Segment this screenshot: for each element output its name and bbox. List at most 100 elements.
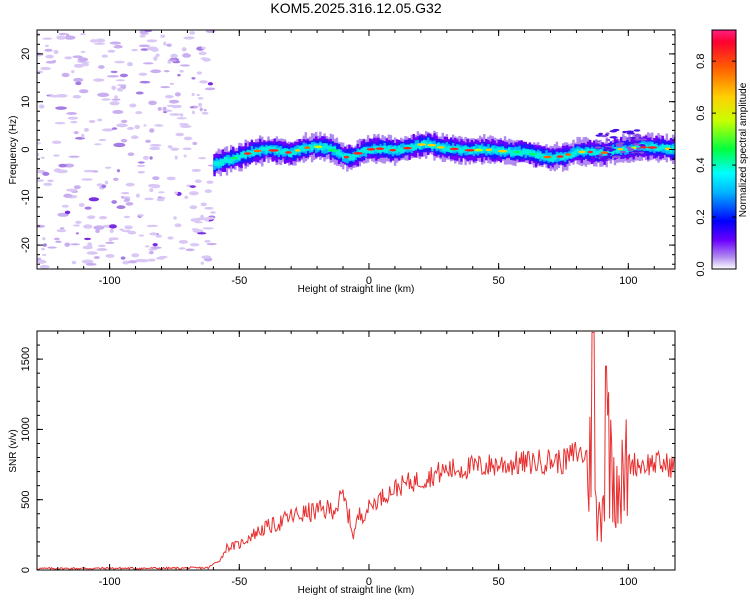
noise-blob bbox=[180, 113, 184, 117]
noise-blob bbox=[56, 169, 68, 174]
noise-blob bbox=[40, 66, 51, 71]
noise-blob bbox=[83, 224, 93, 229]
noise-blob bbox=[79, 89, 89, 94]
noise-blob bbox=[194, 179, 202, 184]
ridge-band bbox=[570, 152, 573, 158]
noise-blob bbox=[189, 106, 194, 109]
noise-blob bbox=[127, 62, 133, 67]
noise-blob bbox=[84, 206, 92, 210]
noise-blob bbox=[115, 79, 126, 82]
noise-blob bbox=[101, 54, 109, 58]
ridge-band bbox=[520, 150, 523, 157]
ridge-scatter bbox=[608, 148, 617, 151]
noise-blob bbox=[88, 119, 96, 123]
noise-blob bbox=[53, 154, 60, 157]
ridge-band bbox=[460, 148, 463, 154]
noise-blob bbox=[110, 70, 118, 74]
noise-blob bbox=[191, 168, 201, 172]
ridge-band bbox=[599, 148, 602, 156]
noise-blob bbox=[119, 228, 125, 231]
noise-blob bbox=[137, 170, 145, 174]
ridge-band bbox=[371, 148, 374, 154]
ridge-band bbox=[553, 154, 557, 161]
ridge-band bbox=[671, 145, 675, 151]
ridge-band bbox=[607, 150, 610, 156]
y-tick-label: -20 bbox=[20, 237, 32, 253]
noise-blob bbox=[111, 85, 117, 91]
noise-blob bbox=[93, 256, 100, 259]
noise-blob bbox=[137, 161, 145, 164]
noise-blob bbox=[47, 179, 54, 183]
noise-blob bbox=[143, 124, 147, 127]
noise-blob bbox=[200, 214, 204, 219]
ridge-band bbox=[221, 158, 225, 166]
noise-blob bbox=[207, 82, 214, 86]
noise-blob bbox=[41, 253, 47, 256]
noise-blob bbox=[124, 225, 133, 230]
x-tick-label: 100 bbox=[619, 576, 637, 588]
noise-blob bbox=[37, 142, 42, 145]
noise-blob bbox=[179, 124, 192, 128]
noise-blob bbox=[191, 93, 195, 97]
noise-blob bbox=[144, 245, 150, 248]
noise-blob bbox=[204, 87, 216, 91]
noise-blob bbox=[77, 57, 89, 62]
ridge-scatter bbox=[594, 140, 601, 143]
noise-blob bbox=[121, 229, 132, 233]
noise-blob bbox=[129, 103, 137, 108]
noise-blob bbox=[72, 55, 83, 59]
noise-blob bbox=[40, 156, 45, 159]
noise-blob bbox=[61, 72, 70, 78]
ridge-band bbox=[395, 148, 399, 153]
noise-blob bbox=[157, 106, 162, 111]
noise-blob bbox=[93, 78, 105, 82]
noise-blob bbox=[80, 50, 86, 54]
noise-blob bbox=[177, 73, 181, 77]
noise-blob bbox=[114, 60, 125, 64]
noise-blob bbox=[55, 240, 62, 244]
ridge-scatter bbox=[606, 138, 611, 142]
y-tick-label: 20 bbox=[20, 48, 32, 60]
noise-blob bbox=[75, 220, 82, 224]
noise-blob bbox=[68, 155, 80, 158]
spectrogram-y-axis-label: Frequency (Hz) bbox=[8, 116, 19, 185]
noise-blob bbox=[183, 36, 195, 40]
noise-blob bbox=[86, 251, 98, 255]
noise-blob bbox=[97, 92, 110, 98]
ridge-scatter bbox=[616, 144, 624, 147]
ridge-scatter bbox=[634, 134, 642, 137]
ridge-band bbox=[366, 148, 370, 154]
noise-blob bbox=[155, 234, 162, 238]
noise-blob bbox=[37, 179, 45, 182]
noise-blob bbox=[56, 35, 67, 40]
y-tick-label: 10 bbox=[20, 96, 32, 108]
noise-blob bbox=[58, 32, 68, 35]
ridge-band bbox=[232, 157, 235, 162]
noise-blob bbox=[149, 156, 153, 160]
ridge-band bbox=[534, 153, 538, 159]
ridge-band bbox=[250, 150, 254, 156]
ridge-band bbox=[566, 154, 569, 159]
ridge-band bbox=[659, 146, 662, 151]
noise-blob bbox=[170, 53, 178, 59]
noise-blob bbox=[138, 234, 145, 237]
ridge-band bbox=[217, 161, 220, 167]
noise-blob bbox=[157, 191, 165, 194]
ridge-band bbox=[414, 143, 418, 150]
colorbar-tick-label: 0.8 bbox=[695, 54, 707, 69]
noise-blob bbox=[148, 100, 157, 106]
ridge-band bbox=[312, 144, 316, 149]
ridge-band bbox=[283, 148, 287, 154]
x-tick-label: -100 bbox=[99, 275, 121, 287]
spectrogram-noise-region bbox=[37, 30, 218, 269]
noise-blob bbox=[119, 73, 128, 78]
noise-blob bbox=[150, 232, 158, 236]
noise-blob bbox=[84, 237, 92, 241]
noise-blob bbox=[53, 49, 59, 54]
x-tick-label: 50 bbox=[493, 576, 505, 588]
ridge-band bbox=[387, 145, 391, 151]
ridge-band bbox=[327, 146, 330, 152]
ridge-peak bbox=[304, 146, 311, 150]
ridge-band bbox=[624, 148, 627, 152]
noise-blob bbox=[154, 124, 164, 127]
